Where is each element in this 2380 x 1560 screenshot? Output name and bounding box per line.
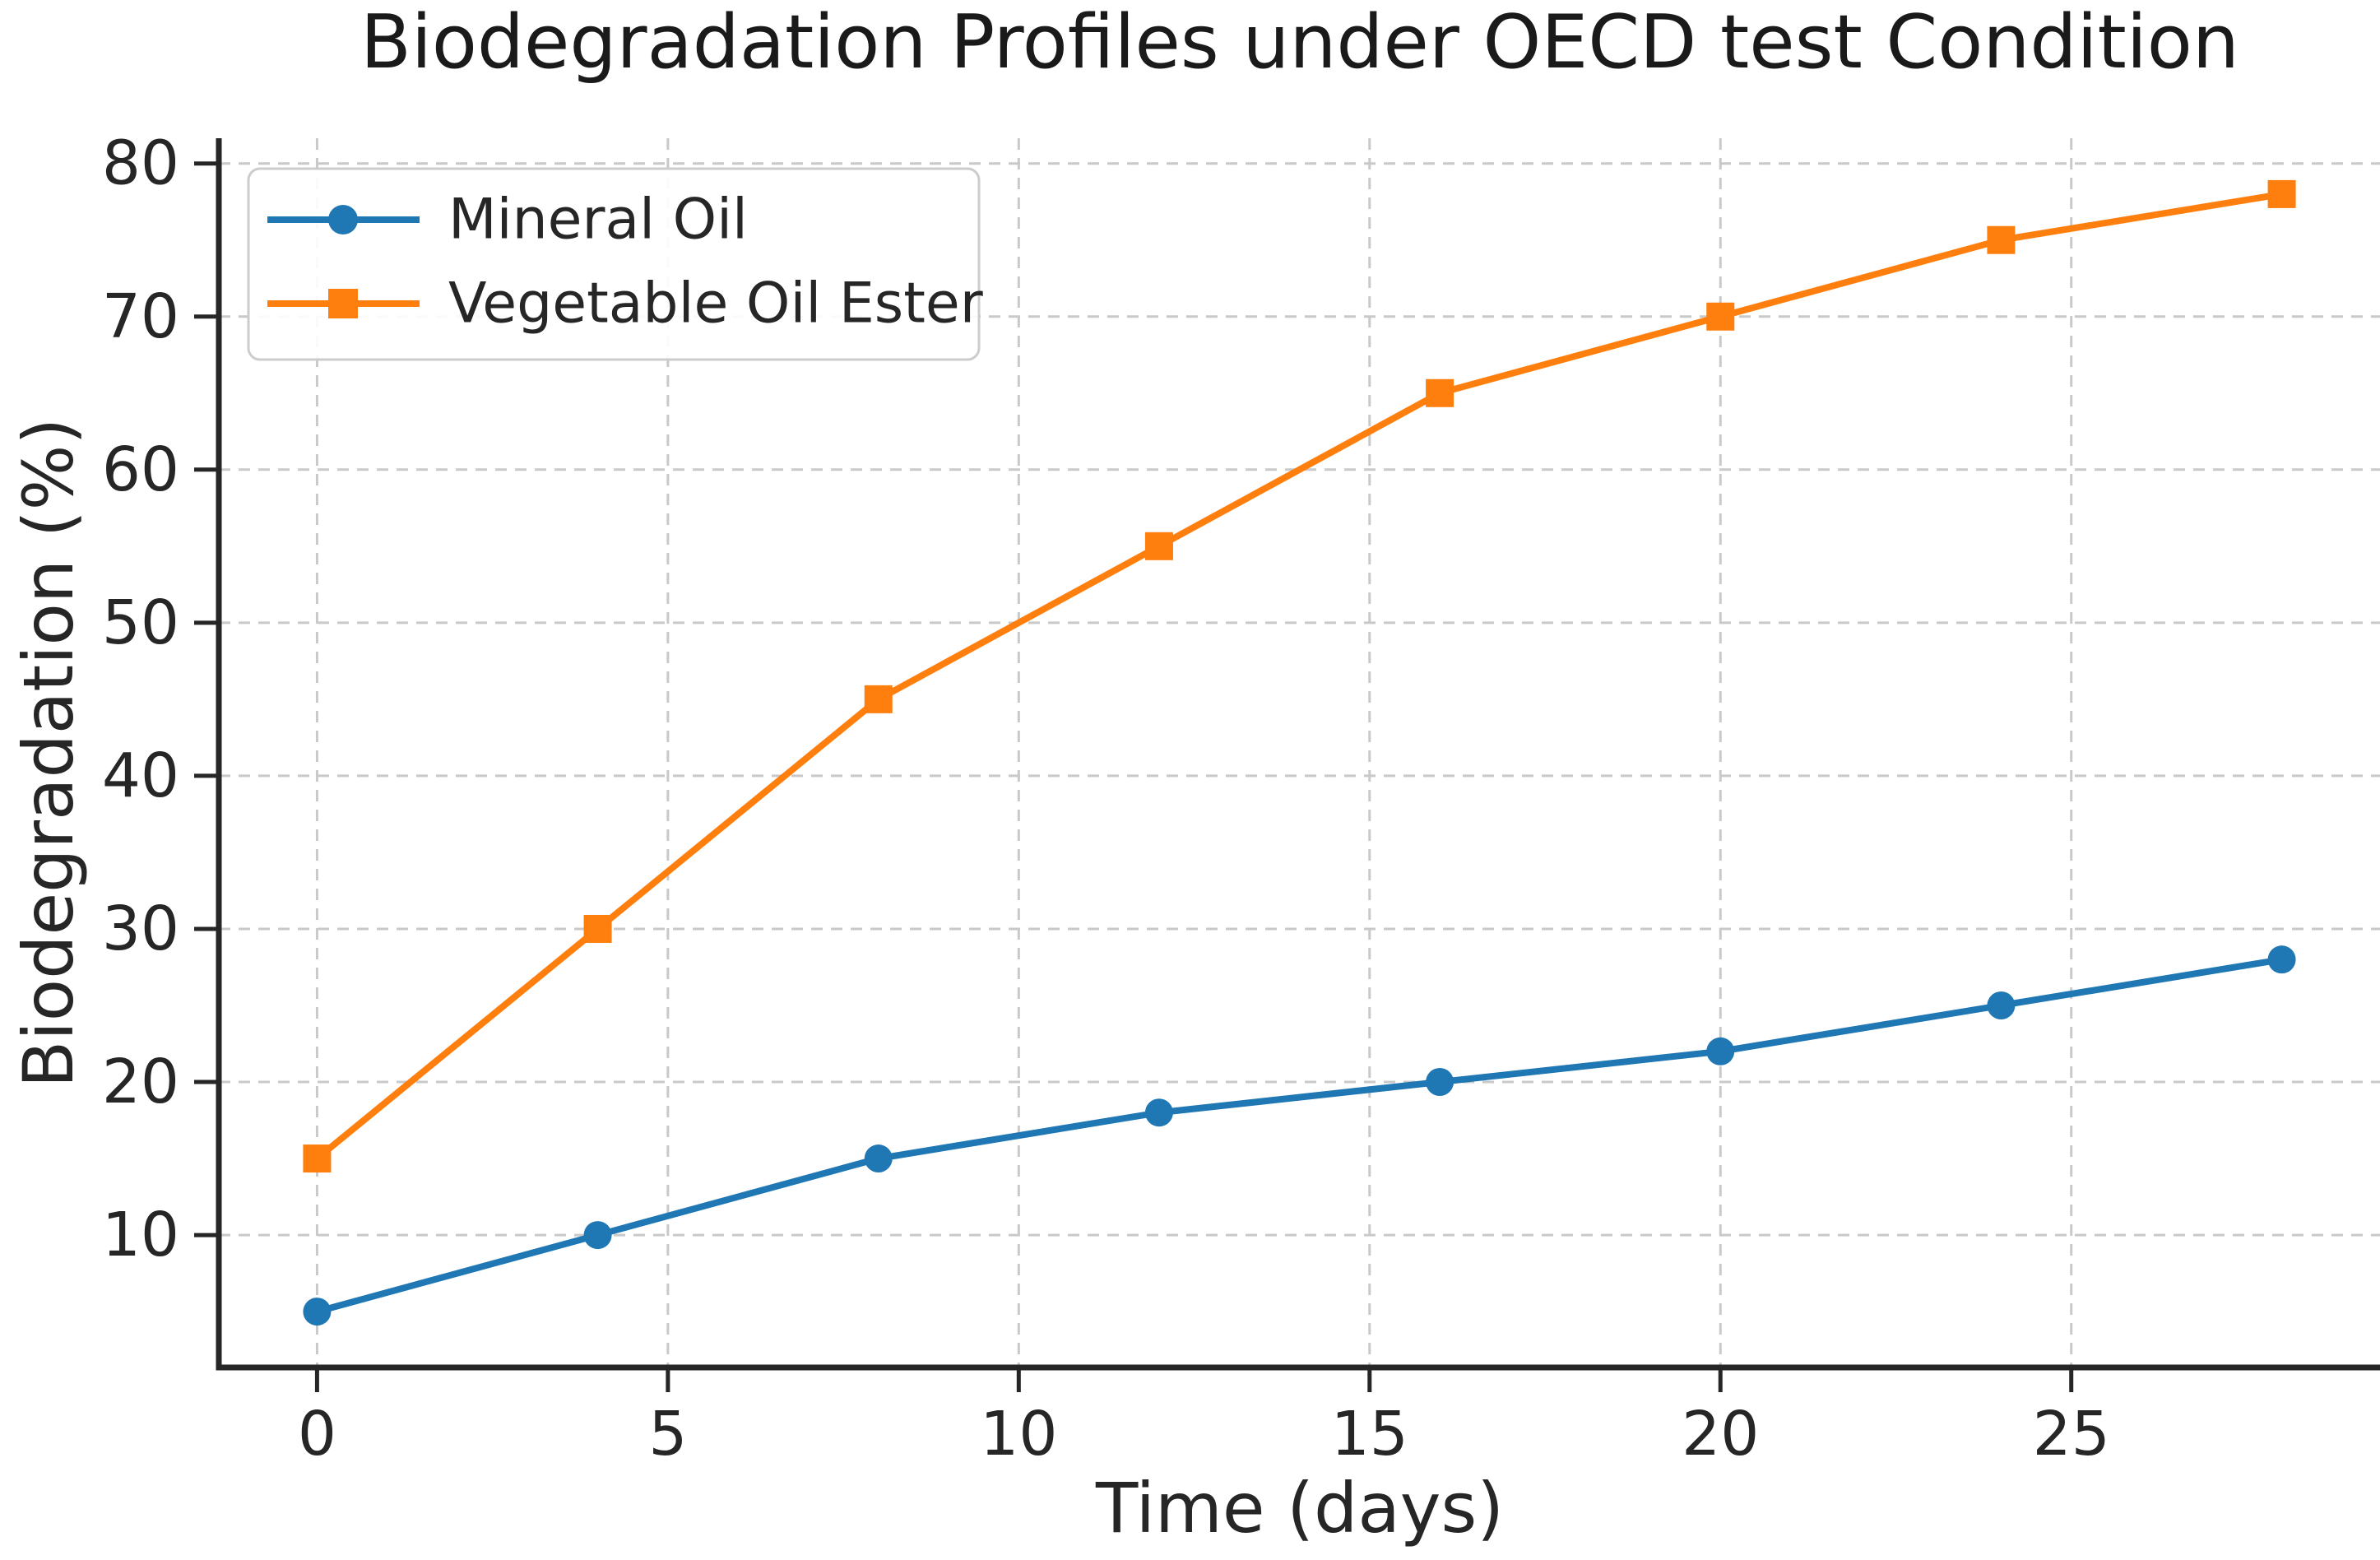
x-tick-label: 5: [648, 1399, 687, 1469]
x-tick-label: 15: [1331, 1399, 1408, 1469]
legend-entry-0: Mineral Oil: [267, 188, 748, 253]
legend-circle-marker-icon: [328, 205, 358, 234]
data-point-marker: [1426, 378, 1454, 407]
x-tick-label: 25: [2033, 1399, 2110, 1469]
data-point-marker: [1426, 1068, 1454, 1097]
data-point-marker: [583, 914, 612, 943]
legend-box: [247, 167, 981, 361]
data-point-marker: [1144, 532, 1173, 560]
data-point-marker: [864, 1144, 893, 1173]
data-point-marker: [1987, 225, 2016, 254]
legend-entry-1: Vegetable Oil Ester: [267, 272, 983, 337]
x-tick-label: 10: [980, 1399, 1057, 1469]
y-tick-label: 30: [102, 894, 179, 964]
y-tick-label: 50: [102, 587, 179, 658]
legend-label: Mineral Oil: [448, 188, 748, 253]
y-tick-label: 40: [102, 741, 179, 811]
series-line-0: [313, 956, 2285, 1316]
y-tick-label: 60: [102, 434, 179, 505]
series-layer: [303, 179, 2296, 1326]
y-axis-label: Biodegradation (%): [8, 418, 89, 1088]
legend-square-marker-icon: [328, 289, 358, 318]
y-tick-label: 10: [102, 1200, 179, 1270]
x-axis-label: Time (days): [1095, 1468, 1504, 1548]
series-line-1: [313, 190, 2285, 1163]
data-point-marker: [2267, 945, 2296, 974]
data-point-marker: [303, 1144, 332, 1173]
legend-label: Vegetable Oil Ester: [448, 272, 983, 337]
x-tick-label: 20: [1682, 1399, 1759, 1469]
chart-title: Biodegradation Profiles under OECD test …: [360, 0, 2239, 86]
axes-layer: 10 20 30 40 50 60 70 80 0 5 10 15 20 25: [102, 128, 2380, 1469]
data-point-marker: [583, 1221, 612, 1250]
data-point-marker: [864, 685, 893, 713]
data-point-marker: [1987, 991, 2016, 1019]
data-point-marker: [303, 1298, 332, 1326]
data-point-marker: [1706, 1037, 1735, 1066]
x-tick-label: 0: [298, 1399, 336, 1469]
data-point-marker: [1144, 1098, 1173, 1127]
y-tick-label: 70: [102, 281, 179, 352]
y-tick-label: 20: [102, 1047, 179, 1117]
legend: Mineral Oil Vegetable Oil Ester: [247, 167, 983, 361]
data-point-marker: [2267, 179, 2296, 208]
data-point-marker: [1706, 302, 1735, 331]
y-tick-label: 80: [102, 128, 179, 199]
